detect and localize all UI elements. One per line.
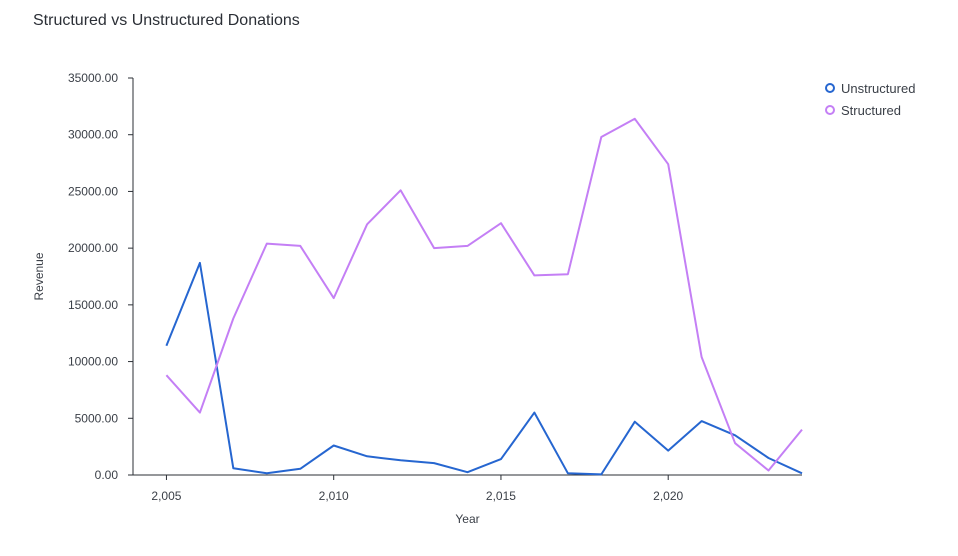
data-point-structured[interactable] xyxy=(799,427,805,433)
series-line-structured xyxy=(165,117,803,472)
y-tick-label: 5000.00 xyxy=(75,411,119,425)
data-point-structured[interactable] xyxy=(230,315,236,321)
data-point-structured[interactable] xyxy=(264,241,270,247)
x-tick-label: 2,010 xyxy=(319,489,349,503)
data-point-structured[interactable] xyxy=(699,354,705,360)
y-tick-label: 10000.00 xyxy=(68,355,118,369)
chart-title: Structured vs Unstructured Donations xyxy=(33,12,300,29)
data-point-unstructured[interactable] xyxy=(665,448,671,454)
data-point-unstructured[interactable] xyxy=(297,466,303,472)
legend-label-structured[interactable]: Structured xyxy=(841,103,901,118)
data-point-unstructured[interactable] xyxy=(331,443,337,449)
data-point-structured[interactable] xyxy=(598,134,604,140)
x-tick-label: 2,015 xyxy=(486,489,516,503)
data-point-structured[interactable] xyxy=(163,372,169,378)
data-point-structured[interactable] xyxy=(398,187,404,193)
data-point-structured[interactable] xyxy=(632,116,638,122)
data-point-structured[interactable] xyxy=(197,410,203,416)
legend-marker-structured[interactable] xyxy=(825,105,835,115)
legend-marker-unstructured[interactable] xyxy=(825,83,835,93)
y-axis-label: Revenue xyxy=(32,252,46,300)
y-tick-label: 15000.00 xyxy=(68,298,118,312)
x-tick-label: 2,020 xyxy=(653,489,683,503)
data-point-structured[interactable] xyxy=(732,440,738,446)
data-point-structured[interactable] xyxy=(498,220,504,226)
y-tick-label: 30000.00 xyxy=(68,128,118,142)
data-point-unstructured[interactable] xyxy=(565,470,571,476)
data-point-structured[interactable] xyxy=(465,243,471,249)
data-point-unstructured[interactable] xyxy=(264,470,270,476)
data-point-structured[interactable] xyxy=(766,467,772,473)
data-point-unstructured[interactable] xyxy=(398,457,404,463)
x-tick-label: 2,005 xyxy=(151,489,181,503)
data-point-structured[interactable] xyxy=(331,295,337,301)
data-point-unstructured[interactable] xyxy=(531,410,537,416)
data-point-unstructured[interactable] xyxy=(465,469,471,475)
data-point-unstructured[interactable] xyxy=(699,418,705,424)
data-point-unstructured[interactable] xyxy=(498,456,504,462)
data-point-structured[interactable] xyxy=(297,243,303,249)
data-point-structured[interactable] xyxy=(531,272,537,278)
data-point-unstructured[interactable] xyxy=(230,465,236,471)
data-point-structured[interactable] xyxy=(431,245,437,251)
data-point-structured[interactable] xyxy=(665,161,671,167)
legend-label-unstructured[interactable]: Unstructured xyxy=(841,81,915,96)
y-tick-label: 20000.00 xyxy=(68,241,118,255)
y-tick-label: 25000.00 xyxy=(68,184,118,198)
data-point-unstructured[interactable] xyxy=(766,455,772,461)
data-point-structured[interactable] xyxy=(364,221,370,227)
data-point-unstructured[interactable] xyxy=(364,453,370,459)
data-point-unstructured[interactable] xyxy=(598,471,604,477)
data-point-unstructured[interactable] xyxy=(632,419,638,425)
y-tick-label: 0.00 xyxy=(95,468,119,482)
data-point-unstructured[interactable] xyxy=(431,460,437,466)
data-point-unstructured[interactable] xyxy=(197,260,203,266)
series-line-unstructured xyxy=(165,261,803,476)
data-point-unstructured[interactable] xyxy=(163,343,169,349)
x-axis-label: Year xyxy=(455,512,479,526)
y-tick-label: 35000.00 xyxy=(68,71,118,85)
data-point-unstructured[interactable] xyxy=(799,470,805,476)
data-point-structured[interactable] xyxy=(565,271,571,277)
